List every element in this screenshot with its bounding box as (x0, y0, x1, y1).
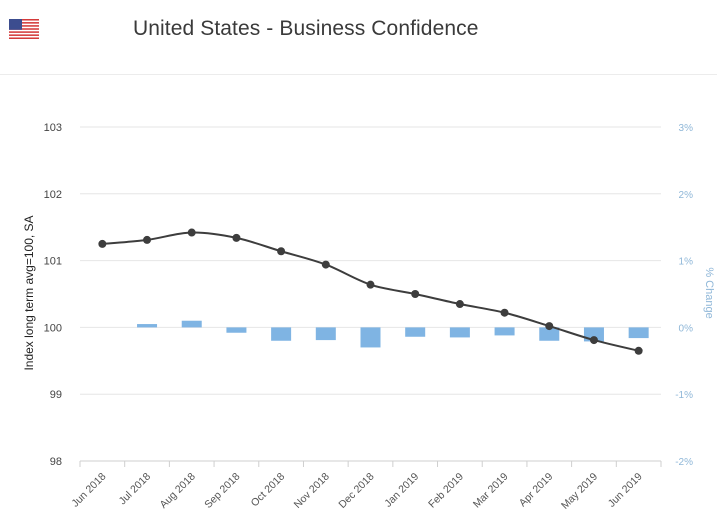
change-bar (137, 324, 158, 328)
y-right-tick-label: 0% (679, 323, 694, 334)
index-point[interactable] (321, 260, 330, 269)
us-flag-icon (9, 19, 39, 39)
x-tick-label: Mar 2019 (471, 471, 511, 511)
change-bar (181, 320, 202, 328)
x-tick-label: Feb 2019 (426, 471, 466, 511)
x-tick-label: Nov 2018 (292, 471, 332, 511)
change-bar (628, 327, 649, 339)
index-point[interactable] (366, 280, 375, 289)
index-point[interactable] (143, 235, 152, 244)
y-left-tick-label: 99 (50, 389, 62, 401)
index-point[interactable] (187, 228, 196, 237)
y-left-tick-label: 101 (44, 256, 62, 268)
change-bar (360, 327, 381, 348)
change-bar (405, 327, 426, 337)
x-tick-label: Aug 2018 (158, 471, 198, 511)
x-tick-label: Jul 2018 (117, 471, 154, 508)
y-right-tick-label: 2% (679, 190, 694, 201)
y-left-tick-label: 103 (44, 122, 62, 134)
x-tick-label: Jun 2019 (606, 471, 645, 510)
index-line-series (98, 228, 643, 355)
y-left-tick-label: 98 (50, 456, 62, 468)
y-right-tick-label: -2% (675, 457, 693, 468)
y-axis-right-label: % Change (703, 267, 715, 318)
index-point[interactable] (277, 247, 286, 256)
index-point[interactable] (634, 346, 643, 355)
change-bar (494, 327, 515, 336)
index-point[interactable] (455, 300, 464, 309)
index-point[interactable] (232, 233, 241, 242)
y-left-tick-label: 100 (44, 322, 62, 334)
x-tick-label: Dec 2018 (336, 471, 376, 511)
y-right-tick-label: 3% (679, 123, 694, 134)
change-bar (449, 327, 470, 338)
y-right-tick-label: 1% (679, 257, 694, 268)
x-tick-label: Oct 2018 (249, 471, 288, 510)
index-point[interactable] (589, 336, 598, 345)
y-left-tick-label: 102 (44, 189, 62, 201)
index-point[interactable] (98, 239, 107, 248)
x-tick-label: Apr 2019 (517, 471, 556, 510)
gridlines (79, 126, 662, 467)
index-point[interactable] (545, 322, 554, 331)
change-bar (226, 327, 247, 333)
y-axis-left-label: Index long term avg=100, SA (22, 215, 36, 370)
change-bar (271, 327, 292, 341)
y-right-tick-label: -1% (675, 390, 693, 401)
page-title: United States - Business Confidence (133, 17, 479, 40)
percent-change-bars (137, 320, 649, 348)
x-tick-label: Sep 2018 (202, 471, 242, 511)
index-point[interactable] (500, 308, 509, 317)
change-bar (539, 327, 560, 341)
x-tick-label: May 2019 (559, 471, 600, 512)
chart-header: United States - Business Confidence (0, 0, 717, 75)
change-bar (315, 327, 336, 341)
x-tick-label: Jun 2018 (69, 471, 108, 510)
x-tick-label: Jan 2019 (382, 471, 421, 510)
index-point[interactable] (411, 290, 420, 298)
